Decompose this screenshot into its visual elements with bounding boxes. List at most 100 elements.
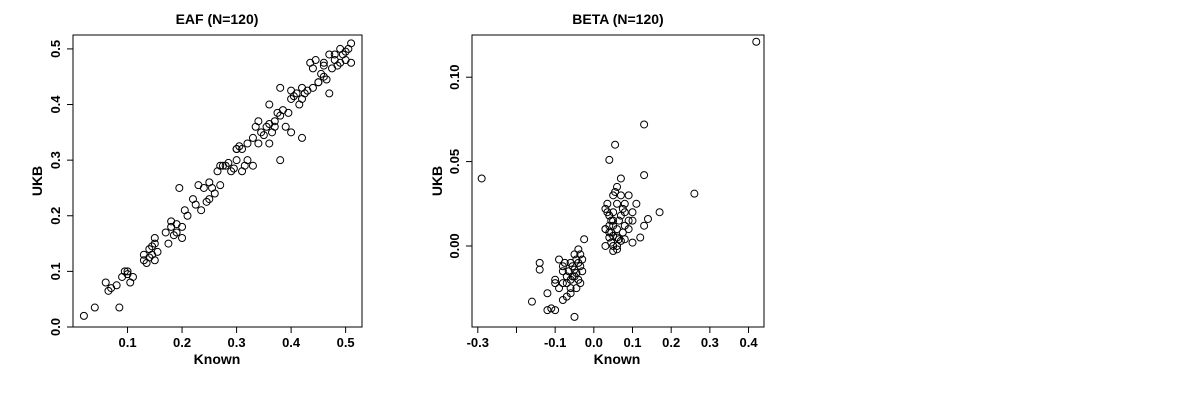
eaf-data-point [254,139,263,148]
eaf-data-point [178,234,187,243]
beta-data-point [632,199,641,208]
eaf-panel: EAF (N=120) 0.1 0.2 0.3 0.4 0.5 0.0 0.1 0.2 0.3… [29,11,363,367]
eaf-title: EAF (N=120) [176,11,259,27]
beta-data-point [605,155,614,164]
eaf-data-point [257,128,266,137]
eaf-data-point [148,242,157,251]
eaf-data-point [333,61,342,70]
eaf-data-point [270,122,279,131]
eaf-y-tick-label: 0.3 [48,151,63,169]
beta-data-point [613,182,622,191]
eaf-data-point [101,278,110,287]
beta-data-point [616,191,625,200]
eaf-data-point [347,39,356,48]
beta-data-point [609,191,618,200]
beta-points [477,37,761,321]
eaf-data-point [183,211,192,220]
beta-data-point [620,208,629,217]
beta-y-tick-label: 0.00 [447,233,462,258]
eaf-data-point [164,239,173,248]
eaf-data-point [216,181,225,190]
eaf-data-point [248,161,257,170]
beta-data-point [551,279,560,288]
eaf-data-point [128,272,137,281]
beta-x-tick-label: -0.3 [467,335,489,350]
eaf-data-point [115,303,124,312]
beta-data-point [605,211,614,220]
eaf-data-point [341,47,350,56]
eaf-data-point [112,281,121,290]
eaf-data-point [325,50,334,59]
beta-data-point [547,304,556,313]
beta-data-point [636,233,645,242]
beta-data-point [628,216,637,225]
beta-x-tick-label: 0.4 [739,335,758,350]
eaf-data-point [197,206,206,215]
eaf-data-point [259,131,268,140]
eaf-data-point [229,164,238,173]
eaf-x-tick-label: 0.2 [173,335,191,350]
beta-data-point [628,208,637,217]
eaf-data-point [311,56,320,65]
eaf-data-point [199,183,208,192]
beta-data-point [611,140,620,149]
beta-data-point [603,199,612,208]
eaf-x-tick-label: 0.1 [118,335,136,350]
beta-x-axis: -0.3 -0.1 0.0 0.1 0.2 0.3 0.4 [467,327,758,350]
eaf-data-point [120,267,129,276]
beta-data-point [564,267,573,276]
beta-y-axis: 0.00 0.05 0.10 [447,65,472,259]
eaf-data-point [79,311,88,320]
beta-data-point [613,199,622,208]
beta-data-point [578,267,587,276]
eaf-data-point [284,108,293,117]
beta-data-point [601,204,610,213]
eaf-data-point [317,69,326,78]
beta-data-point [543,289,552,298]
eaf-y-tick-label: 0.4 [48,95,63,114]
eaf-data-point [314,78,323,87]
eaf-data-point [322,75,331,84]
eaf-data-point [308,64,317,73]
beta-data-point [614,216,623,225]
eaf-data-point [235,142,244,151]
beta-x-tick-label: 0.2 [662,335,680,350]
beta-data-point [752,37,761,46]
beta-data-point [640,221,649,230]
beta-data-point [624,225,633,234]
eaf-data-point [243,156,252,165]
eaf-data-point [161,228,170,237]
eaf-data-point [287,128,296,137]
beta-x-axis-label: Known [594,351,641,367]
eaf-data-point [298,94,307,103]
eaf-data-point [123,267,132,276]
eaf-data-point [150,256,159,265]
beta-y-axis-label: UKB [429,166,445,196]
beta-data-point [643,214,652,223]
beta-data-point [655,208,664,217]
eaf-data-point [319,58,328,67]
eaf-data-point [330,50,339,59]
beta-data-point [574,245,583,254]
beta-data-point [613,245,622,254]
beta-data-point [527,297,536,306]
beta-data-point [572,284,581,293]
eaf-points [79,39,356,320]
eaf-data-point [319,72,328,81]
beta-data-point [551,306,560,315]
eaf-data-point [205,178,214,187]
beta-data-point [580,235,589,244]
beta-x-tick-label: 0.3 [701,335,719,350]
beta-data-point [613,225,622,234]
beta-data-point [605,233,614,242]
beta-data-point [551,275,560,284]
eaf-data-point [347,58,356,67]
eaf-data-point [90,303,99,312]
eaf-data-point [169,231,178,240]
beta-panel: BETA (N=120) -0.3 -0.1 0.0 0.1 0.2 0.3 0.4 0.0… [429,11,765,367]
beta-data-point [624,216,633,225]
eaf-y-axis-label: UKB [29,166,45,196]
eaf-data-point [175,183,184,192]
eaf-data-point [221,161,230,170]
